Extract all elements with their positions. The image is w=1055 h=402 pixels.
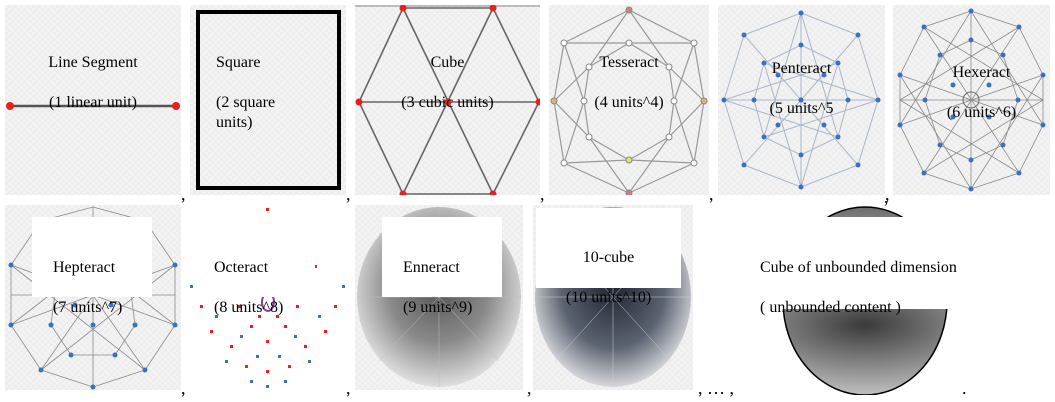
caption-hexeract: Hexeract (6 units^6) <box>913 43 1050 123</box>
caption-octeract: Octeract (8 units^8) <box>214 238 324 318</box>
enneract-measure: (9 units^9) <box>403 299 473 316</box>
tile-hexeract: Hexeract (6 units^6) <box>893 5 1050 195</box>
comma-4: , <box>709 184 714 204</box>
10-cube-measure: (10 units^10) <box>565 289 652 306</box>
octeract-figure <box>190 208 345 388</box>
tile-penteract: Penteract (5 units^5 <box>718 5 885 195</box>
comma-5: , <box>885 184 890 204</box>
comma-3: , <box>540 184 545 204</box>
cube-name: Cube <box>430 54 465 71</box>
comma-9: , <box>527 378 532 398</box>
caption-line-segment: Line Segment (1 linear unit) <box>5 33 181 113</box>
tile-square: Square (2 square units) <box>190 5 346 195</box>
hepteract-name: Hepteract <box>53 259 116 276</box>
unbounded-name: Cube of unbounded dimension <box>760 259 957 276</box>
label-box-enneract <box>382 217 502 297</box>
comma-10: , <box>698 378 703 398</box>
final-period: . <box>962 378 967 398</box>
ellipsis-sequence: , … , <box>698 379 734 397</box>
comma-11: , <box>729 378 735 398</box>
comma-1: , <box>181 184 186 204</box>
penteract-figure <box>721 10 881 190</box>
hexeract-name: Hexeract <box>952 64 1011 81</box>
tesseract-name: Tesseract <box>599 54 659 71</box>
enneract-name: Enneract <box>403 259 460 276</box>
caption-cube: Cube (3 cubic units) <box>355 33 540 113</box>
square-name: Square <box>216 54 261 71</box>
caption-unbounded: Cube of unbounded dimension ( unbounded … <box>760 238 985 318</box>
line-segment-measure: (1 linear unit) <box>49 94 137 111</box>
label-box-octeract <box>195 217 315 297</box>
caption-penteract: Penteract (5 units^5 <box>718 39 885 119</box>
tile-tesseract: Tesseract (4 units^4) <box>549 5 709 195</box>
comma-7: , <box>181 378 186 398</box>
tile-10-cube: 10-cube (10 units^10) <box>533 205 693 390</box>
caption-tesseract: Tesseract (4 units^4) <box>549 33 709 113</box>
comma-2: , <box>346 184 351 204</box>
tesseract-measure: (4 units^4) <box>594 94 664 111</box>
comma-6: , <box>884 187 889 207</box>
tile-unbounded-cube: Cube of unbounded dimension ( unbounded … <box>745 205 985 396</box>
hexeract-figure <box>897 8 1046 192</box>
label-box-unbounded <box>745 217 985 309</box>
line-segment-figure <box>6 102 180 110</box>
caption-10-cube: 10-cube (10 units^10) <box>536 228 681 308</box>
caption-square: Square (2 square units) <box>216 33 336 133</box>
hexeract-measure: (6 units^6) <box>946 104 1017 121</box>
penteract-measure: (5 units^5 <box>769 100 834 117</box>
line-segment-name: Line Segment <box>48 54 138 71</box>
penteract-name: Penteract <box>771 60 832 77</box>
cube-measure: (3 cubic units) <box>401 94 494 111</box>
comma-8: , <box>346 378 351 398</box>
tile-hepteract: Hepteract (7 units^7) <box>5 205 181 390</box>
octeract-name: Octeract <box>214 259 269 276</box>
tile-line-segment: Line Segment (1 linear unit) <box>5 5 181 195</box>
unbounded-measure: ( unbounded content ) <box>760 299 901 316</box>
square-measure: (2 square units) <box>216 94 276 131</box>
hepteract-measure: (7 units^7) <box>53 299 123 316</box>
tesseract-figure <box>550 6 708 195</box>
ellipsis: … <box>707 378 725 398</box>
tile-enneract: Enneract (9 units^9) <box>355 205 523 390</box>
tile-octeract: Octeract (8 units^8) <box>190 205 346 390</box>
octeract-measure: (8 units^8) <box>214 299 284 316</box>
caption-hepteract: Hepteract (7 units^7) <box>53 238 163 318</box>
10-cube-name: 10-cube <box>582 249 635 266</box>
cube-figure <box>355 5 540 195</box>
tile-cube: Cube (3 cubic units) <box>355 5 540 195</box>
label-box-hepteract <box>32 217 152 297</box>
label-box-10-cube <box>536 208 681 288</box>
caption-enneract: Enneract (9 units^9) <box>403 238 513 318</box>
square-figure <box>196 10 341 190</box>
